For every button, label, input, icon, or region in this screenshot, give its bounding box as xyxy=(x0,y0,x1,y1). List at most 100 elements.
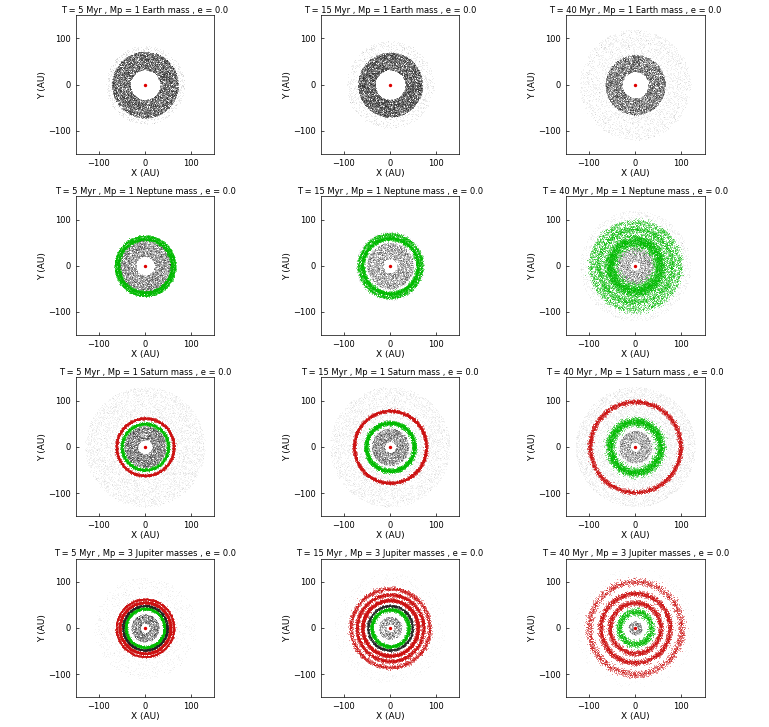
Point xyxy=(595,588,608,600)
Point xyxy=(146,253,158,265)
Point xyxy=(115,254,128,266)
Point xyxy=(641,73,653,84)
Point xyxy=(149,429,161,441)
Point xyxy=(659,271,671,283)
Point xyxy=(131,254,144,265)
Point xyxy=(385,103,398,114)
Point xyxy=(145,425,157,437)
Point xyxy=(611,284,623,295)
Point xyxy=(377,111,389,122)
Point xyxy=(654,258,667,270)
Point xyxy=(135,647,147,659)
Point xyxy=(650,403,662,414)
Point xyxy=(167,473,179,484)
Point xyxy=(584,259,596,270)
Point xyxy=(409,416,421,427)
Point xyxy=(137,473,149,485)
Point xyxy=(391,419,403,431)
Point xyxy=(388,478,400,490)
Point xyxy=(164,616,176,627)
Point xyxy=(154,96,166,108)
Point xyxy=(644,267,657,278)
Point xyxy=(607,241,619,253)
Point xyxy=(638,60,650,71)
Point xyxy=(159,608,171,620)
Point xyxy=(127,608,139,619)
Point xyxy=(664,302,677,314)
Point xyxy=(129,605,141,616)
Point xyxy=(391,265,403,276)
Point xyxy=(123,611,135,622)
Point xyxy=(129,104,141,116)
Point xyxy=(148,274,161,286)
Point xyxy=(119,64,131,76)
Point xyxy=(601,234,614,246)
Point xyxy=(594,469,607,481)
Point xyxy=(605,74,618,86)
Point xyxy=(401,410,414,422)
Point xyxy=(628,488,641,499)
Point xyxy=(604,249,616,261)
Point xyxy=(635,464,647,475)
Point xyxy=(370,108,382,119)
Point xyxy=(636,50,648,62)
Point xyxy=(182,476,195,488)
Point xyxy=(124,235,136,246)
Point xyxy=(674,451,686,462)
Point xyxy=(137,278,149,290)
Point xyxy=(156,98,168,110)
Point xyxy=(143,603,155,614)
Point xyxy=(121,638,133,650)
Point xyxy=(641,425,654,436)
Point xyxy=(643,71,655,83)
Point xyxy=(404,71,416,83)
Point xyxy=(631,574,644,586)
Point xyxy=(628,289,640,301)
Point xyxy=(618,68,630,80)
Point xyxy=(599,403,611,415)
Point xyxy=(597,271,609,283)
Point xyxy=(403,603,415,614)
Point xyxy=(612,419,624,431)
Point xyxy=(401,92,414,103)
Point xyxy=(392,428,404,440)
Point xyxy=(377,102,389,113)
Point xyxy=(403,265,415,276)
Point xyxy=(127,627,139,639)
Point xyxy=(116,274,128,286)
Point xyxy=(584,619,596,630)
Point xyxy=(122,603,134,615)
Point xyxy=(647,77,659,89)
Point xyxy=(385,588,398,600)
Point xyxy=(398,271,410,283)
Point xyxy=(667,465,679,477)
Point xyxy=(328,436,341,448)
Point xyxy=(147,434,159,446)
Point xyxy=(369,266,381,278)
Point xyxy=(621,247,634,259)
Point xyxy=(646,228,658,240)
Point xyxy=(155,421,168,433)
Point xyxy=(393,66,405,78)
Point xyxy=(641,60,653,71)
Point xyxy=(398,289,411,301)
Point xyxy=(642,286,654,297)
Point xyxy=(123,97,135,108)
Point xyxy=(638,284,650,296)
Point xyxy=(647,123,660,134)
Point xyxy=(161,622,174,634)
Point xyxy=(384,595,397,606)
Point xyxy=(394,419,407,430)
Point xyxy=(628,231,640,243)
Point xyxy=(151,250,164,262)
Point xyxy=(116,457,128,469)
Point xyxy=(401,611,413,623)
Point xyxy=(411,611,424,622)
Point xyxy=(607,455,619,467)
Point xyxy=(386,108,398,119)
Point xyxy=(404,236,417,248)
Point xyxy=(405,457,418,468)
Point xyxy=(120,69,132,81)
Point xyxy=(128,642,141,654)
Point xyxy=(145,646,158,657)
